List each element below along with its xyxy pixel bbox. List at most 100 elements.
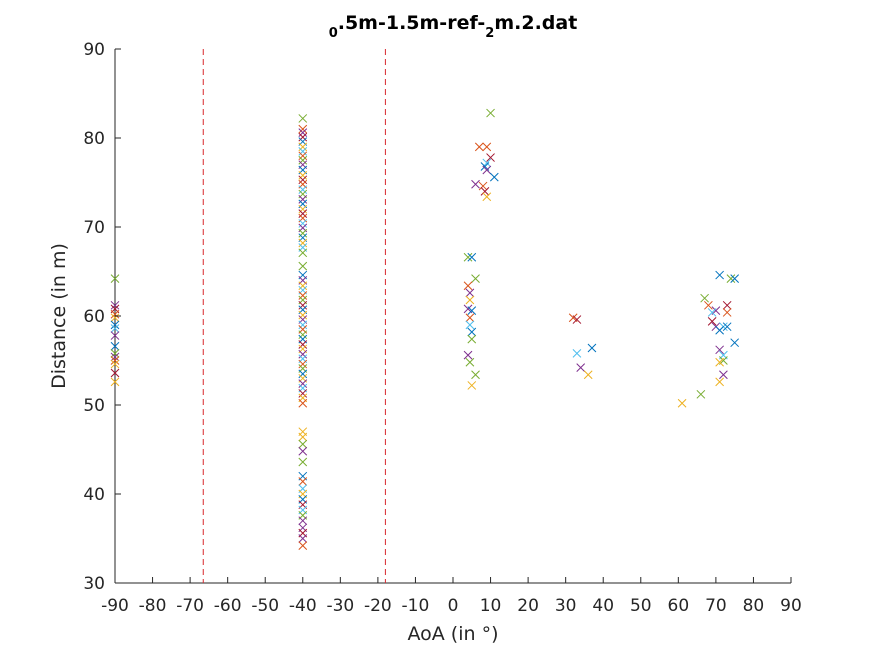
data-point — [467, 381, 477, 390]
y-axis-label: Distance (in m) — [48, 243, 70, 389]
data-point — [715, 357, 724, 367]
y-tick-label: 70 — [83, 218, 105, 238]
data-point — [465, 313, 475, 323]
data-point — [489, 172, 499, 182]
x-tick-label: 0 — [448, 596, 459, 616]
y-axis-ticks: 30 40 50 60 70 80 90 — [83, 40, 121, 594]
data-point — [298, 281, 308, 291]
data-point — [298, 446, 308, 456]
data-point — [298, 369, 308, 379]
data-point — [467, 306, 477, 316]
data-point — [298, 340, 308, 349]
data-point — [298, 155, 308, 165]
x-tick-label: 70 — [705, 596, 727, 616]
x-tick-label: -20 — [364, 596, 392, 616]
data-point — [298, 132, 308, 142]
data-point — [583, 370, 593, 380]
data-point — [298, 185, 308, 194]
x-tick-label: 90 — [780, 596, 802, 616]
data-point — [474, 142, 484, 152]
data-point — [110, 324, 120, 333]
data-point — [110, 313, 120, 323]
data-point — [722, 322, 732, 332]
title-part: m.2.dat — [494, 12, 577, 34]
data-point — [110, 368, 120, 378]
data-point — [298, 146, 308, 156]
data-point — [482, 192, 492, 202]
data-point — [298, 432, 308, 442]
y-tick-label: 30 — [83, 574, 105, 594]
data-point — [587, 343, 597, 353]
data-point — [482, 165, 492, 175]
x-tick-label: 20 — [517, 596, 539, 616]
data-point — [465, 295, 475, 305]
data-point — [726, 274, 736, 283]
y-tick-label: 60 — [83, 307, 105, 327]
data-points — [110, 108, 740, 550]
data-point — [298, 195, 308, 204]
data-point — [298, 238, 308, 248]
data-point — [486, 153, 495, 162]
data-point — [110, 320, 120, 330]
data-point — [110, 377, 120, 387]
data-point — [298, 477, 308, 486]
data-point — [696, 389, 706, 399]
data-point — [298, 389, 308, 398]
x-tick-label: 30 — [555, 596, 577, 616]
data-point — [730, 274, 740, 283]
x-tick-label: -60 — [214, 596, 242, 616]
x-tick-label: 10 — [480, 596, 502, 616]
data-point — [298, 379, 308, 388]
data-point — [298, 151, 308, 161]
data-point — [482, 142, 492, 152]
data-point — [298, 330, 308, 340]
data-point — [298, 171, 308, 180]
data-point — [722, 308, 732, 317]
data-point — [722, 300, 732, 310]
data-point — [465, 288, 475, 298]
data-point — [298, 398, 308, 408]
data-point — [298, 128, 308, 138]
data-point — [298, 320, 308, 330]
data-point — [707, 316, 717, 326]
x-tick-label: -50 — [251, 596, 279, 616]
data-point — [471, 179, 480, 189]
data-point — [298, 219, 308, 228]
data-point — [110, 341, 120, 351]
data-point — [730, 338, 740, 348]
data-point — [463, 350, 473, 360]
data-point — [298, 439, 308, 449]
x-tick-label: -90 — [101, 596, 129, 616]
data-point — [677, 398, 687, 408]
data-point — [298, 124, 308, 134]
data-point — [298, 457, 308, 467]
x-tick-label: -10 — [402, 596, 430, 616]
data-point — [110, 356, 120, 365]
data-point — [480, 187, 490, 196]
data-point — [298, 516, 308, 526]
data-point — [572, 349, 582, 358]
y-tick-label: 50 — [83, 396, 105, 416]
data-point — [463, 281, 473, 291]
data-point — [298, 291, 308, 300]
data-point — [471, 274, 480, 283]
data-point — [463, 252, 473, 262]
data-point — [715, 377, 724, 387]
data-point — [715, 325, 724, 335]
x-tick-label: 40 — [592, 596, 614, 616]
data-point — [298, 359, 308, 369]
data-point — [298, 142, 308, 152]
data-point — [471, 370, 480, 380]
data-point — [298, 534, 308, 543]
data-point — [110, 359, 120, 369]
x-tick-label: -30 — [326, 596, 354, 616]
title-part: 0 — [329, 26, 338, 41]
data-point — [110, 331, 120, 340]
data-point — [465, 320, 475, 330]
data-point — [478, 181, 488, 191]
data-point — [110, 274, 120, 283]
data-point — [110, 352, 120, 362]
x-axis-ticks: -90 -80 -70 -60 -50 -40 -30 -20 -10 0 10 20 30 40 50 60… — [101, 577, 802, 616]
y-tick-label: 90 — [83, 40, 105, 60]
